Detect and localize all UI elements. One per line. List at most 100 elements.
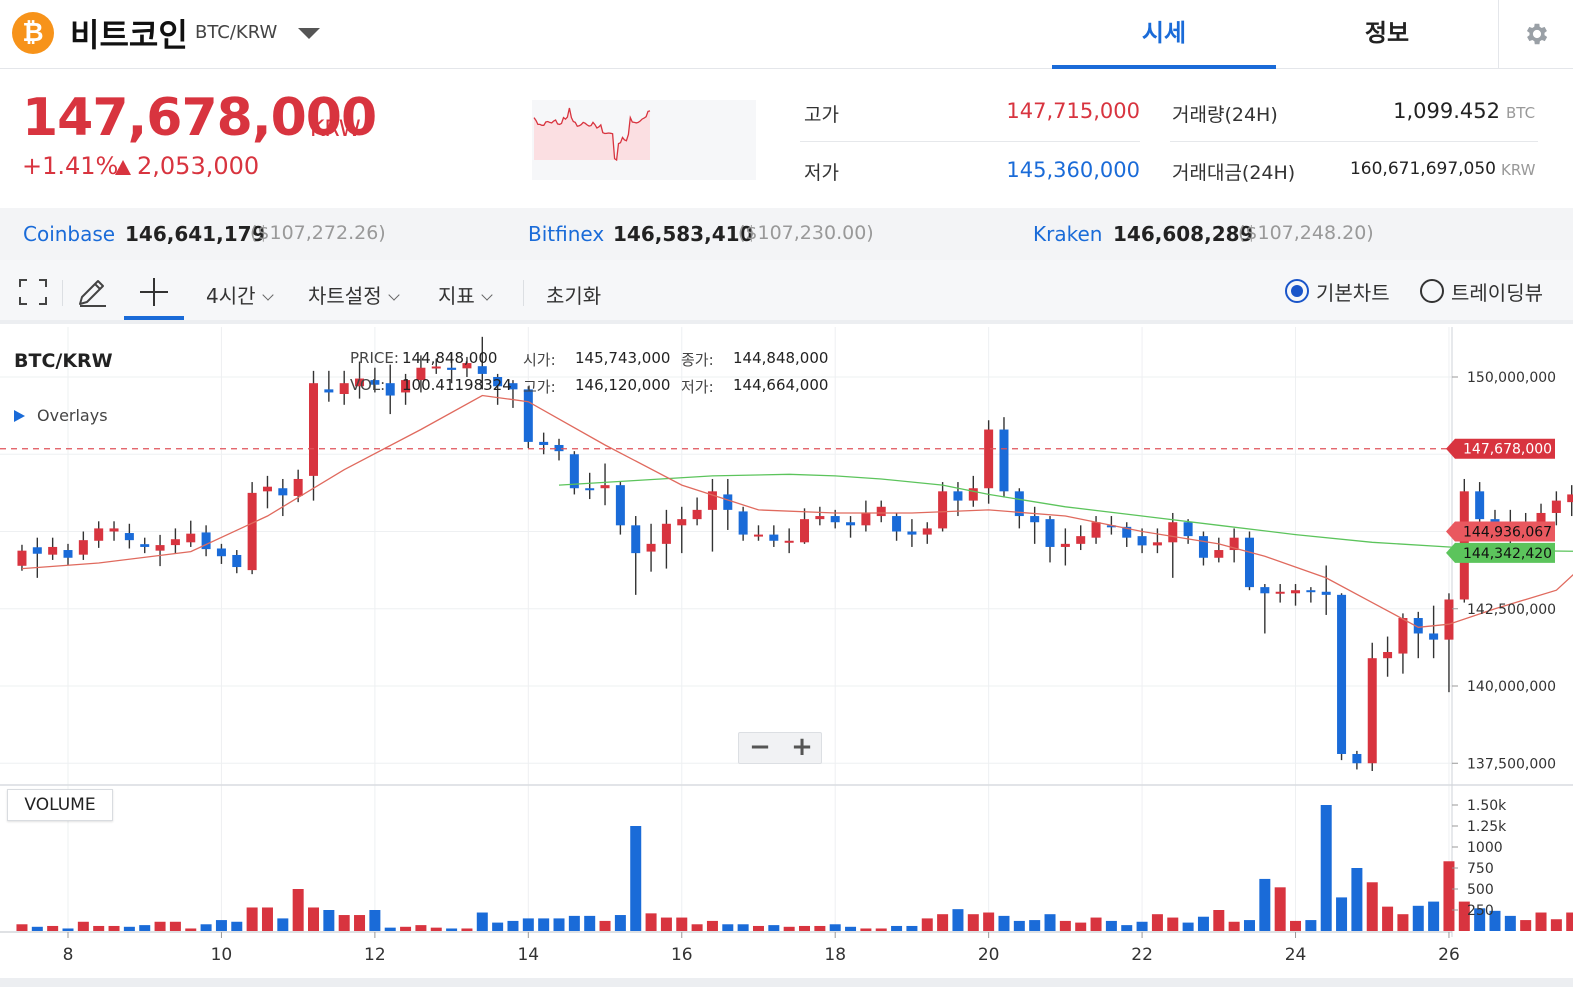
candle-body	[1030, 516, 1040, 523]
volume-tick-label: 1.50k	[1467, 798, 1507, 814]
candle-body	[1198, 536, 1208, 558]
view-basic-radio[interactable]	[1285, 279, 1309, 303]
candle-body	[447, 367, 457, 370]
pencil-icon[interactable]	[76, 276, 108, 308]
candle-body	[692, 509, 702, 520]
candle-body	[94, 528, 104, 541]
exchange-coinbase-name[interactable]: Coinbase	[23, 222, 116, 246]
volume-bar	[722, 924, 734, 931]
volume-bar	[983, 912, 995, 931]
candle-body	[293, 478, 303, 496]
current-price: 147,678,000	[22, 88, 377, 148]
candle-body	[585, 488, 595, 491]
candle-body	[723, 494, 733, 510]
info-price-value: 144,848,000	[402, 349, 498, 367]
tab-info[interactable]: 정보	[1364, 19, 1410, 47]
exchange-kraken-price: 146,608,289	[1113, 222, 1254, 246]
settings-button[interactable]	[1498, 0, 1573, 69]
candle-body	[462, 363, 472, 369]
candle-body	[1383, 652, 1393, 659]
tab-price[interactable]: 시세	[1052, 0, 1276, 69]
volume-bar	[215, 920, 227, 931]
current-price-tag-shape	[1446, 438, 1555, 459]
info-high-value: 146,120,000	[575, 376, 671, 394]
candle-body	[1536, 512, 1546, 523]
volume-24h-label: 거래량(24H)	[1172, 104, 1278, 126]
bitcoin-logo-icon: ₿	[12, 12, 54, 54]
volume-bar	[584, 915, 596, 931]
exchange-bitfinex-name[interactable]: Bitfinex	[528, 222, 605, 246]
volume-tick-label: 250	[1467, 903, 1494, 919]
interval-dropdown[interactable]: 4시간	[206, 280, 274, 309]
time-tick-label: 22	[1131, 945, 1153, 965]
ma-long-tag-label: 144,342,420	[1463, 546, 1552, 562]
info-close-value: 144,848,000	[733, 349, 829, 367]
candle-body	[861, 512, 871, 526]
view-basic-label[interactable]: 기본차트	[1316, 281, 1390, 305]
crosshair-icon[interactable]	[138, 276, 170, 308]
volume-bar	[1136, 921, 1148, 931]
volume-bar	[1305, 920, 1317, 931]
volume-bar	[1197, 916, 1209, 931]
overlays-toggle[interactable]: Overlays	[14, 406, 108, 425]
exchange-coinbase-usd: ($107,272.26)	[250, 222, 386, 244]
candle-body	[569, 454, 579, 489]
gear-icon	[1526, 23, 1548, 45]
chart-grid	[0, 327, 1573, 937]
volume-bar	[706, 920, 718, 931]
candle-body	[48, 546, 58, 555]
volume-bar	[62, 928, 74, 931]
volume-bar	[277, 918, 289, 931]
volume-bar	[185, 928, 197, 931]
time-tick-label: 24	[1285, 945, 1307, 965]
volume-bars	[16, 805, 1573, 931]
volume-bar	[231, 921, 243, 931]
volume-panel-label: VOLUME	[7, 789, 113, 821]
price-tick-label: 150,000,000	[1467, 370, 1556, 386]
candle-body	[1152, 542, 1162, 546]
price-chart[interactable]: 150,000,000 142,500,000 140,000,000 137,500…	[0, 327, 1573, 977]
volume-bar	[154, 921, 166, 931]
view-tradingview-radio[interactable]	[1420, 279, 1444, 303]
ma-long-tag-shape	[1446, 542, 1555, 563]
indicators-dropdown[interactable]: 지표	[438, 280, 493, 309]
zoom-in-button[interactable]: +	[791, 732, 813, 762]
reset-button[interactable]: 초기화	[546, 284, 602, 308]
exchange-kraken-name[interactable]: Kraken	[1033, 222, 1103, 246]
candle-body	[1444, 599, 1454, 640]
candle-body	[1076, 536, 1086, 544]
volume-bar	[446, 928, 458, 931]
volume-bar	[1412, 905, 1424, 931]
volume-bar	[338, 915, 350, 931]
top-bar: ₿ 비트코인 BTC/KRW 시세 정보	[0, 0, 1573, 69]
volume-bar	[16, 924, 28, 931]
coin-dropdown-chevron-down-icon[interactable]	[298, 28, 320, 39]
candle-body	[140, 544, 150, 547]
volume-bar	[1059, 920, 1071, 931]
chart-settings-dropdown[interactable]: 차트설정	[308, 280, 400, 309]
view-tradingview-label[interactable]: 트레이딩뷰	[1451, 281, 1543, 305]
candle-body	[539, 441, 549, 445]
volume-bar	[169, 921, 181, 931]
info-vol-label: VOL:	[350, 376, 386, 394]
exchange-prices-bar	[0, 208, 1573, 260]
zoom-out-button[interactable]: −	[749, 732, 771, 762]
fullscreen-icon[interactable]	[18, 278, 48, 306]
candle-body	[523, 389, 533, 442]
candle-body	[1214, 550, 1224, 558]
candle-body	[892, 516, 902, 532]
volume-bar	[1167, 917, 1179, 931]
divider	[800, 141, 1140, 142]
volume-bar	[891, 925, 903, 931]
current-price-tag: 147,678,000	[1446, 438, 1555, 459]
time-tick-label: 14	[517, 945, 539, 965]
candle-body	[830, 516, 840, 523]
candle-body	[1122, 526, 1132, 538]
info-low-label: 저가:	[681, 378, 714, 396]
candle-body	[1475, 491, 1485, 520]
volume-24h-value: 1,099.452	[1393, 99, 1500, 123]
chart-toolbar	[0, 260, 1573, 324]
volume-bar	[1351, 868, 1363, 931]
candle-body	[216, 548, 226, 557]
volume-bar	[461, 928, 473, 931]
